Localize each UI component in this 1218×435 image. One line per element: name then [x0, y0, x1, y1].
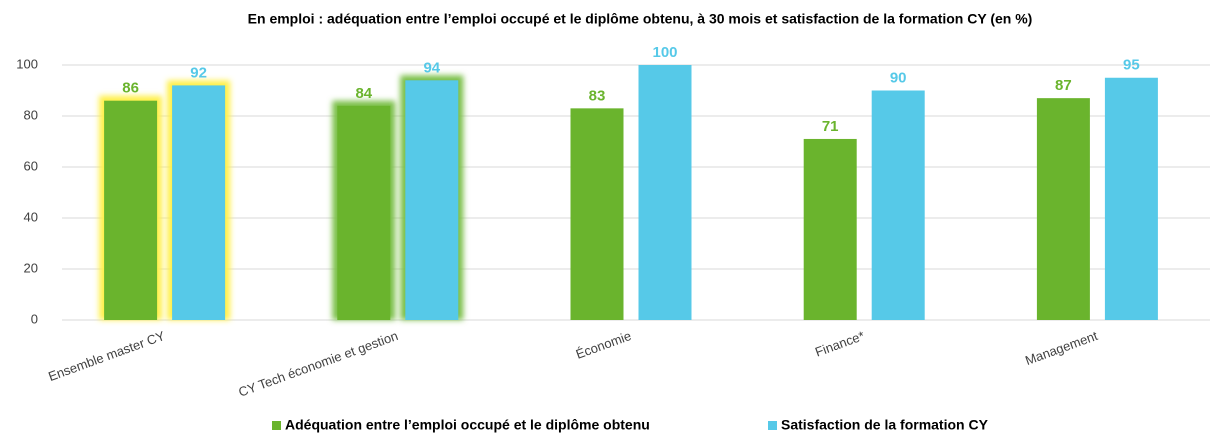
chart-title: En emploi : adéquation entre l’emploi oc…: [248, 11, 1033, 27]
x-tick-label: Finance*: [813, 328, 866, 360]
bar: [871, 90, 925, 320]
bar: [337, 105, 391, 320]
bar: [803, 138, 857, 320]
bar: [405, 80, 459, 320]
value-label: 92: [190, 64, 207, 81]
legend-label: Adéquation entre l’emploi occupé et le d…: [285, 417, 650, 433]
value-label: 71: [822, 118, 839, 135]
value-label: 95: [1123, 57, 1140, 74]
x-tick-label: Ensemble master CY: [46, 328, 167, 384]
bar: [638, 65, 692, 320]
y-tick-label: 100: [16, 56, 38, 71]
legend-swatch: [768, 421, 777, 430]
bar: [104, 100, 158, 320]
bar: [172, 85, 226, 321]
legend-label: Satisfaction de la formation CY: [781, 417, 989, 433]
x-tick-label: CY Tech économie et gestion: [236, 328, 400, 400]
value-label: 90: [890, 69, 907, 86]
y-tick-label: 0: [31, 311, 38, 326]
x-tick-label: Économie: [574, 328, 633, 362]
value-label: 84: [355, 85, 372, 102]
y-tick-label: 20: [24, 260, 38, 275]
y-tick-label: 40: [24, 209, 38, 224]
value-label: 94: [423, 59, 440, 76]
value-label: 83: [589, 87, 606, 104]
legend-swatch: [272, 421, 281, 430]
bar: [570, 108, 624, 320]
value-label: 100: [652, 44, 677, 61]
value-label: 86: [122, 80, 139, 97]
x-tick-label: Management: [1023, 328, 1100, 368]
y-tick-label: 80: [24, 107, 38, 122]
bar: [1104, 77, 1158, 320]
bar: [1036, 98, 1090, 321]
y-tick-label: 60: [24, 158, 38, 173]
value-label: 87: [1055, 77, 1072, 94]
